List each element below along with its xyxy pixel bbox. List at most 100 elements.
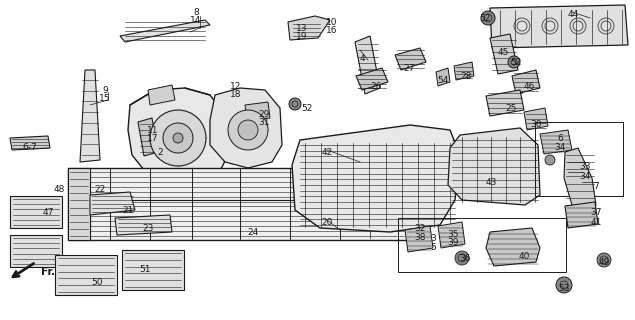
Polygon shape [486,90,524,116]
Text: 29: 29 [258,110,270,119]
Circle shape [173,133,183,143]
Polygon shape [245,102,270,120]
Polygon shape [448,128,540,205]
Circle shape [481,11,495,25]
Text: 41: 41 [591,218,602,227]
Circle shape [150,110,206,166]
Text: 6: 6 [557,134,563,143]
Polygon shape [292,125,460,232]
Text: 10: 10 [326,18,338,27]
Circle shape [163,123,193,153]
Text: 28: 28 [460,72,472,81]
Text: 4: 4 [359,54,365,63]
Text: 51: 51 [139,265,150,274]
Polygon shape [210,88,282,168]
Circle shape [455,251,469,265]
Text: 52: 52 [511,58,522,67]
Text: 6-7: 6-7 [23,143,37,152]
Text: 34: 34 [579,172,591,181]
Text: 8: 8 [193,8,199,17]
Text: 36: 36 [459,254,471,263]
Polygon shape [288,16,330,40]
Polygon shape [80,70,100,162]
Polygon shape [115,215,172,235]
Text: 52: 52 [479,14,491,23]
Text: 54: 54 [438,76,449,85]
Text: 48: 48 [53,185,65,194]
Polygon shape [138,118,158,156]
Polygon shape [68,168,90,240]
Polygon shape [120,20,210,42]
Bar [535,122,623,196]
Text: 17: 17 [147,134,159,143]
Text: 18: 18 [231,90,242,99]
Text: 15: 15 [99,94,110,103]
Text: 35: 35 [447,230,458,239]
Text: 34: 34 [554,143,566,152]
Polygon shape [524,108,548,130]
Text: 20: 20 [321,218,333,227]
Polygon shape [540,130,572,154]
Circle shape [545,155,555,165]
Polygon shape [10,196,62,228]
Circle shape [228,110,268,150]
Text: 33: 33 [579,162,591,171]
Text: 46: 46 [523,82,535,91]
Polygon shape [355,36,380,94]
Polygon shape [565,202,598,228]
Text: 22: 22 [95,185,105,194]
Polygon shape [512,70,540,94]
Polygon shape [128,88,228,185]
Polygon shape [55,255,117,295]
Text: 52: 52 [302,104,312,113]
Text: 19: 19 [297,32,308,41]
Polygon shape [490,5,628,48]
Polygon shape [490,34,518,74]
Text: 43: 43 [485,178,497,187]
Polygon shape [148,85,175,105]
Text: 44: 44 [568,10,578,19]
Polygon shape [438,222,465,248]
Circle shape [597,253,611,267]
Text: 37: 37 [591,208,602,217]
Text: 16: 16 [326,26,338,35]
Text: 11: 11 [147,126,159,135]
Text: 9: 9 [102,86,108,95]
Text: 5: 5 [430,243,436,252]
Text: 42: 42 [321,148,333,157]
Text: 31: 31 [258,118,270,127]
Text: 47: 47 [43,208,54,217]
Polygon shape [454,62,474,80]
Text: 12: 12 [231,82,242,91]
Text: 13: 13 [297,24,308,33]
Circle shape [238,120,258,140]
Circle shape [289,98,301,110]
Text: 50: 50 [91,278,103,287]
Text: 2: 2 [157,148,163,157]
Polygon shape [486,228,540,266]
Circle shape [556,277,572,293]
Polygon shape [405,226,433,252]
Text: 39: 39 [447,238,458,247]
Text: 7: 7 [593,182,599,191]
Text: 21: 21 [123,206,134,215]
Polygon shape [564,148,596,210]
Polygon shape [90,192,135,215]
Text: 3: 3 [430,234,436,243]
Bar [68,168,408,240]
Polygon shape [395,48,426,70]
Text: 38: 38 [414,233,425,242]
Polygon shape [10,136,50,150]
Text: Fr.: Fr. [41,267,55,277]
Text: 26: 26 [370,82,382,91]
Text: 53: 53 [558,284,570,293]
Text: 49: 49 [598,258,610,267]
Text: 40: 40 [518,252,530,261]
Text: 14: 14 [190,16,202,25]
Text: 30: 30 [530,120,542,129]
Polygon shape [10,235,62,267]
Polygon shape [122,250,184,290]
Polygon shape [356,68,388,90]
Circle shape [508,56,520,68]
Text: 25: 25 [505,104,517,113]
